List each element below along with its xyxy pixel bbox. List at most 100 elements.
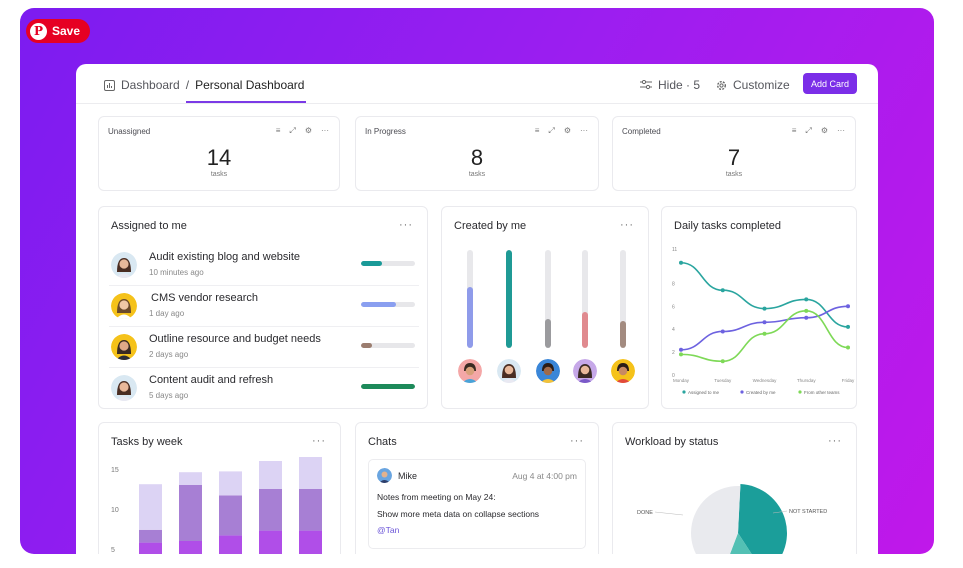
card-title: Assigned to me xyxy=(111,220,187,232)
task-row[interactable]: CMS vendor research 1 day ago xyxy=(109,286,419,327)
avatar xyxy=(611,359,635,383)
legend-label: Created by me xyxy=(746,390,776,395)
pie-leader-line xyxy=(772,510,788,514)
chat-message[interactable]: Mike Aug 4 at 4:00 pm Notes from meeting… xyxy=(368,459,586,549)
created-bar-track xyxy=(545,250,551,348)
data-point xyxy=(762,320,767,325)
card-actions: ≡ ⤢ ⚙ ··· xyxy=(792,126,845,136)
stat-card-completed[interactable]: Completed ≡ ⤢ ⚙ ··· 7 tasks xyxy=(612,116,856,191)
tasks-by-week-chart: 5 10 15 xyxy=(111,457,322,554)
tasks-by-week-card: Tasks by week ··· 5 10 15 xyxy=(98,422,341,554)
task-row[interactable]: Content audit and refresh 5 days ago xyxy=(109,368,419,408)
legend-label: Assigned to me xyxy=(688,390,720,395)
task-time: 1 day ago xyxy=(149,309,185,318)
avatar xyxy=(111,334,137,360)
y-tick-label: 4 xyxy=(672,327,675,333)
more-icon[interactable]: ··· xyxy=(399,219,413,231)
chats-card: Chats ··· Mike Aug 4 at 4:00 pm Notes fr… xyxy=(355,422,599,554)
avatar xyxy=(377,468,392,483)
more-icon[interactable]: ··· xyxy=(570,435,584,447)
data-point xyxy=(804,308,809,313)
more-icon[interactable]: ··· xyxy=(321,126,329,135)
created-bar-fill xyxy=(582,311,588,348)
data-point xyxy=(720,288,725,293)
stat-card-unassigned[interactable]: Unassigned ≡ ⤢ ⚙ ··· 14 tasks xyxy=(98,116,340,191)
workload-pie-chart: DONE NOT STARTED xyxy=(637,484,827,554)
created-bar-track xyxy=(620,250,626,348)
chat-line: Show more meta data on collapse sections xyxy=(377,509,540,519)
filter-icon[interactable]: ≡ xyxy=(275,126,281,135)
data-point xyxy=(846,324,850,329)
week-bar-segment xyxy=(139,529,162,543)
settings-icon[interactable]: ⚙ xyxy=(820,126,828,135)
filter-icon[interactable]: ≡ xyxy=(534,126,540,135)
y-tick-label: 8 xyxy=(672,281,675,287)
created-by-me-card: Created by me ··· xyxy=(441,206,649,409)
chat-author: Mike xyxy=(398,471,418,481)
data-point xyxy=(679,347,683,352)
expand-icon[interactable]: ⤢ xyxy=(548,126,555,135)
chat-timestamp: Aug 4 at 4:00 pm xyxy=(512,471,577,481)
series-line xyxy=(680,261,849,328)
avatar xyxy=(573,359,597,383)
more-icon[interactable]: ··· xyxy=(828,435,842,447)
settings-icon[interactable]: ⚙ xyxy=(563,126,571,135)
pie-label: DONE xyxy=(637,510,653,516)
week-bar-segment xyxy=(179,485,202,541)
expand-icon[interactable]: ⤢ xyxy=(289,126,296,135)
pinterest-save-button[interactable]: P Save xyxy=(26,19,91,43)
task-name: Audit existing blog and website xyxy=(149,251,301,263)
pin-image-frame: P Save Dashboard / Personal Dashboard xyxy=(20,8,934,554)
task-progress-bar xyxy=(361,261,415,266)
data-point xyxy=(720,359,725,364)
data-point xyxy=(679,352,683,357)
customize-label: Customize xyxy=(733,78,790,92)
legend-swatch xyxy=(740,390,744,394)
breadcrumb-root[interactable]: Dashboard xyxy=(121,78,180,92)
avatar xyxy=(111,293,137,319)
task-row[interactable]: Audit existing blog and website 10 minut… xyxy=(109,245,419,286)
pie-leader-line xyxy=(654,511,684,516)
week-bar-segment xyxy=(179,472,202,485)
card-title: Tasks by week xyxy=(111,436,183,448)
stat-title: Unassigned xyxy=(108,127,151,136)
more-icon[interactable]: ··· xyxy=(837,126,845,135)
more-icon[interactable]: ··· xyxy=(312,435,326,447)
week-bar-segment xyxy=(179,541,202,554)
chat-mention[interactable]: @Tan xyxy=(377,525,400,535)
active-tab-indicator xyxy=(186,101,306,103)
hide-button[interactable]: Hide · 5 xyxy=(640,78,700,92)
legend-swatch xyxy=(798,390,802,394)
y-tick-label: 11 xyxy=(672,247,677,253)
data-point xyxy=(846,345,850,350)
more-icon[interactable]: ··· xyxy=(620,219,634,231)
avatar xyxy=(111,375,137,401)
settings-icon[interactable]: ⚙ xyxy=(304,126,312,135)
breadcrumb-current[interactable]: Personal Dashboard xyxy=(195,78,305,92)
avatar xyxy=(497,359,521,383)
y-tick-label: 15 xyxy=(111,467,119,474)
stat-unit: tasks xyxy=(725,171,743,178)
avatar xyxy=(111,252,137,278)
add-card-button[interactable]: Add Card xyxy=(803,73,857,94)
more-icon[interactable]: ··· xyxy=(580,126,588,135)
stat-card-in-progress[interactable]: In Progress ≡ ⤢ ⚙ ··· 8 tasks xyxy=(355,116,599,191)
data-point xyxy=(720,329,725,334)
created-bar-track xyxy=(506,250,512,348)
card-title: Chats xyxy=(368,436,397,448)
x-tick-label: Tuesday xyxy=(714,378,732,383)
legend-swatch xyxy=(682,390,686,394)
sliders-icon xyxy=(640,80,652,90)
task-row[interactable]: Outline resource and budget needs 2 days… xyxy=(109,327,419,368)
expand-icon[interactable]: ⤢ xyxy=(805,126,812,135)
customize-button[interactable]: Customize xyxy=(716,78,790,92)
card-title: Workload by status xyxy=(625,436,719,448)
task-progress-bar xyxy=(361,302,415,307)
x-tick-label: Wednesday xyxy=(753,378,777,383)
task-progress-bar xyxy=(361,384,415,389)
filter-icon[interactable]: ≡ xyxy=(791,126,797,135)
data-point xyxy=(679,260,683,265)
y-tick-label: 0 xyxy=(672,373,675,379)
stat-unit: tasks xyxy=(468,171,486,178)
daily-tasks-card: Daily tasks completed 0 2 4 6 8 11 Monday Tuesd… xyxy=(661,206,857,409)
